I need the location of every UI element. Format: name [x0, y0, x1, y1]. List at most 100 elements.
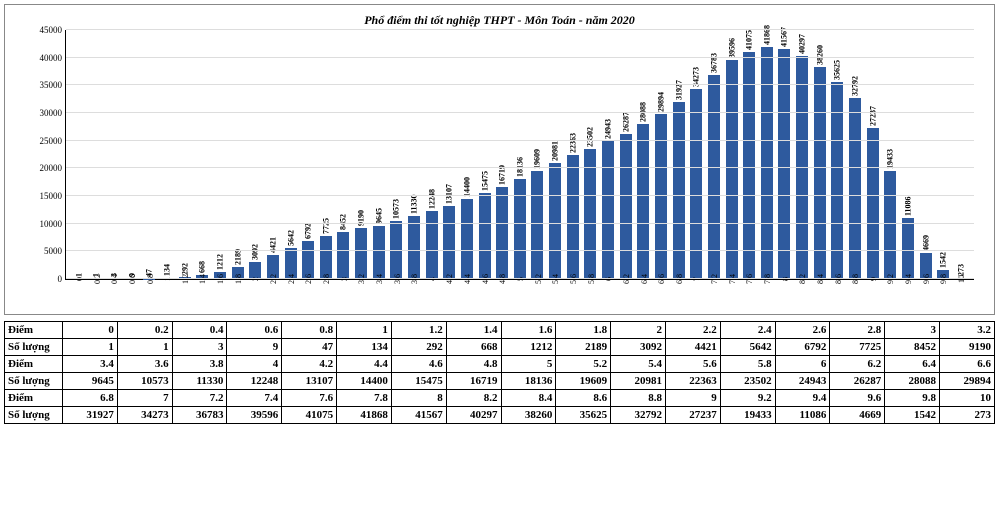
cell-score: 4.6 — [391, 356, 446, 373]
cell-count: 9 — [227, 339, 282, 356]
cell-score: 3.6 — [117, 356, 172, 373]
cell-count: 29894 — [940, 373, 995, 390]
bar: 12248 — [426, 211, 438, 279]
bar-column: 9 — [123, 30, 141, 279]
bar-column: 13107 — [440, 30, 458, 279]
x-axis-tick-label: 9.4 — [904, 270, 913, 288]
bar-column: 10573 — [388, 30, 406, 279]
bar: 41868 — [761, 47, 773, 279]
bar-column: 273 — [952, 30, 970, 279]
bar-value-label: 22363 — [568, 133, 577, 155]
bar-value-label: 11330 — [409, 195, 418, 217]
row-header-score: Điểm — [5, 322, 63, 339]
x-axis-tick-label: 4.2 — [445, 270, 454, 288]
bar-value-label: 14400 — [462, 177, 471, 199]
gridline — [66, 250, 974, 251]
bar-value-label: 20981 — [551, 141, 560, 163]
x-axis-tick-label: 1.4 — [198, 270, 207, 288]
data-table: Điểm00.20.40.60.811.21.41.61.822.22.42.6… — [4, 321, 995, 424]
cell-score: 0.4 — [172, 322, 227, 339]
cell-count: 11330 — [172, 373, 227, 390]
row-header-count: Số lượng — [5, 339, 63, 356]
bar-column: 32792 — [846, 30, 864, 279]
x-axis-tick-label: 0.2 — [92, 270, 101, 288]
bar: 19433 — [884, 171, 896, 279]
bar-column: 134 — [158, 30, 176, 279]
bars-group: 1139471342926681212218930924421564267927… — [66, 30, 974, 279]
bar: 36783 — [708, 75, 720, 279]
bar: 39596 — [726, 60, 738, 279]
cell-count: 24943 — [775, 373, 830, 390]
cell-count: 292 — [391, 339, 446, 356]
cell-score: 9.2 — [720, 390, 775, 407]
document-frame: Phổ điểm thi tốt nghiệp THPT - Môn Toán … — [4, 4, 995, 315]
x-axis-tick-label: 7.4 — [728, 270, 737, 288]
cell-score: 8.6 — [556, 390, 611, 407]
cell-score: 3.8 — [172, 356, 227, 373]
bar: 22363 — [567, 155, 579, 279]
cell-score: 8.2 — [446, 390, 501, 407]
bar-column: 27237 — [864, 30, 882, 279]
bar-column: 22363 — [564, 30, 582, 279]
cell-score: 1.8 — [556, 322, 611, 339]
table-row: Số lượng31927342733678339596410754186841… — [5, 407, 995, 424]
x-axis-tick-label: 7.2 — [710, 270, 719, 288]
table-row: Điểm00.20.40.60.811.21.41.61.822.22.42.6… — [5, 322, 995, 339]
cell-score: 4.4 — [337, 356, 392, 373]
cell-score: 2.8 — [830, 322, 885, 339]
cell-score: 3.4 — [63, 356, 118, 373]
bar-column: 28088 — [635, 30, 653, 279]
cell-score: 5.8 — [720, 356, 775, 373]
cell-score: 5.2 — [556, 356, 611, 373]
bar-column: 40297 — [793, 30, 811, 279]
bar-column: 9190 — [352, 30, 370, 279]
x-axis-tick-label: 5.4 — [551, 270, 560, 288]
table-row: Điểm3.43.63.844.24.44.64.855.25.45.65.86… — [5, 356, 995, 373]
cell-score: 4 — [227, 356, 282, 373]
cell-count: 1212 — [501, 339, 556, 356]
bar-column: 2189 — [229, 30, 247, 279]
bar-value-label: 29894 — [656, 92, 665, 114]
cell-count: 32792 — [611, 407, 666, 424]
cell-count: 1542 — [885, 407, 940, 424]
x-axis-tick-label: 8.2 — [798, 270, 807, 288]
x-axis-tick-label: 5 — [516, 270, 525, 288]
cell-count: 40297 — [446, 407, 501, 424]
cell-count: 3092 — [611, 339, 666, 356]
cell-score: 7.4 — [227, 390, 282, 407]
bar-value-label: 9190 — [357, 210, 366, 228]
chart-container: Phổ điểm thi tốt nghiệp THPT - Môn Toán … — [5, 5, 994, 314]
cell-score: 5 — [501, 356, 556, 373]
table-row: Số lượng96451057311330122481310714400154… — [5, 373, 995, 390]
bar-column: 31927 — [670, 30, 688, 279]
gridline — [66, 112, 974, 113]
gridline — [66, 84, 974, 85]
bar-column: 15475 — [476, 30, 494, 279]
x-axis-tick-label: 8.6 — [833, 270, 842, 288]
x-axis-tick-label: 4.6 — [481, 270, 490, 288]
cell-count: 19433 — [720, 407, 775, 424]
cell-count: 668 — [446, 339, 501, 356]
cell-count: 35625 — [556, 407, 611, 424]
cell-count: 12248 — [227, 373, 282, 390]
bar-column: 26287 — [617, 30, 635, 279]
cell-count: 134 — [337, 339, 392, 356]
bar: 18136 — [514, 179, 526, 279]
cell-count: 9190 — [940, 339, 995, 356]
cell-count: 3 — [172, 339, 227, 356]
cell-count: 39596 — [227, 407, 282, 424]
cell-score: 1 — [337, 322, 392, 339]
y-axis-label: 45000 — [40, 25, 67, 35]
x-axis-tick-label: 0.4 — [110, 270, 119, 288]
gridline — [66, 223, 974, 224]
x-axis-tick-label: 6.2 — [622, 270, 631, 288]
y-axis-label: 5000 — [44, 246, 66, 256]
y-axis-label: 0 — [58, 274, 67, 284]
bar-column: 1 — [88, 30, 106, 279]
bar-value-label: 40297 — [798, 34, 807, 56]
bar-value-label: 41567 — [780, 27, 789, 49]
cell-count: 2189 — [556, 339, 611, 356]
cell-score: 8 — [391, 390, 446, 407]
cell-score: 8.8 — [611, 390, 666, 407]
x-axis-tick-label: 9 — [869, 270, 878, 288]
